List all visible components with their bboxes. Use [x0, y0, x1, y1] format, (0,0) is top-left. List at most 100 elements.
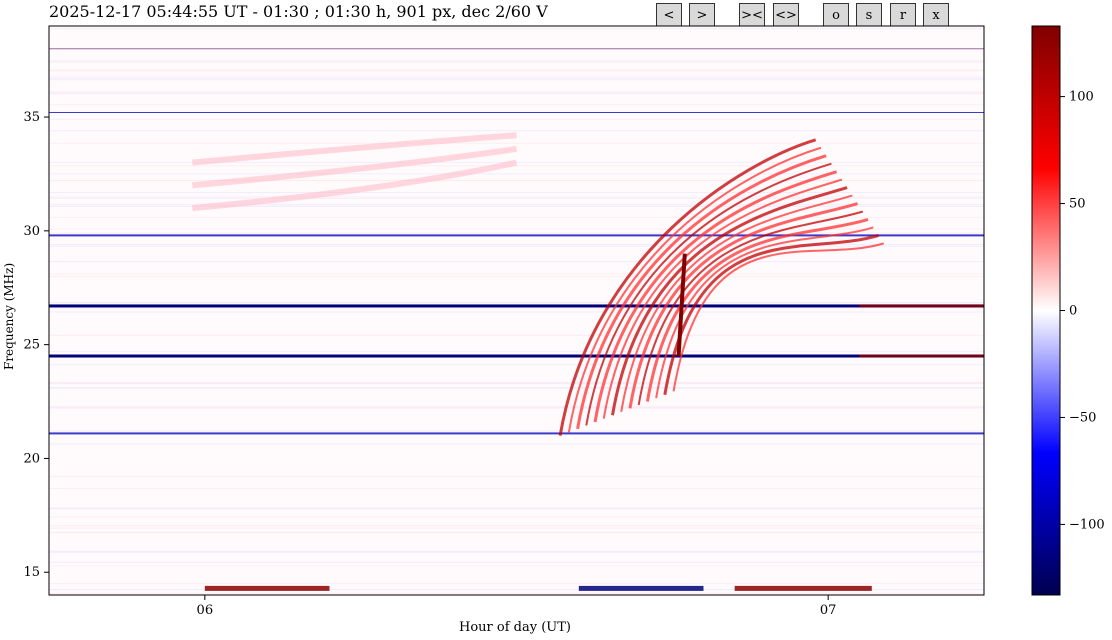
noise-line: [49, 593, 984, 595]
noise-line: [49, 589, 984, 591]
faint-drift: [192, 132, 517, 166]
noise-line: [49, 180, 984, 182]
noise-line: [49, 516, 984, 518]
y-tick-label: 20: [23, 451, 40, 466]
colorbar-tick-label: 100: [1069, 90, 1094, 105]
burst-stripe: [602, 178, 843, 419]
interference-line: [49, 354, 984, 358]
noise-line: [49, 407, 984, 409]
noise-line: [49, 532, 984, 534]
noise-line: [49, 261, 984, 263]
noise-line: [49, 276, 984, 278]
noise-line: [49, 351, 984, 353]
noise-line: [49, 311, 984, 313]
noise-line: [49, 383, 984, 385]
faint-drift: [192, 145, 517, 189]
noise-line: [49, 244, 984, 246]
noise-line: [49, 507, 984, 509]
noise-line: [49, 382, 984, 384]
interference-line-red: [859, 304, 984, 308]
noise-line: [49, 161, 984, 163]
colorbar-tick-label: −50: [1069, 410, 1096, 425]
noise-line: [49, 60, 984, 62]
noise-line: [49, 232, 984, 234]
colorbar-axis: 100 50 0 −50 −100: [1060, 90, 1105, 532]
burst-core: [676, 253, 687, 357]
noise-line: [49, 197, 984, 199]
bottom-patch: [734, 585, 872, 591]
noise-line: [49, 142, 984, 144]
burst-stripe: [628, 202, 859, 409]
burst-stripe: [655, 226, 874, 399]
y-tick-label: 35: [23, 110, 40, 125]
r-button[interactable]: r: [890, 3, 916, 28]
noise-line: [49, 196, 984, 198]
chart-title: 2025-12-17 05:44:55 UT - 01:30 ; 01:30 h…: [49, 2, 548, 21]
burst-stripe: [645, 218, 869, 402]
noise-line: [49, 103, 984, 105]
noise-line: [49, 192, 984, 194]
plot-frame: [48, 25, 985, 596]
burst-stripe: [620, 194, 853, 412]
noise-line: [49, 561, 984, 563]
interference-line: [49, 48, 984, 50]
noise-line: [49, 476, 984, 478]
interference-line: [49, 432, 984, 435]
interference-line: [49, 234, 984, 237]
x-axis: 06 07: [197, 595, 837, 618]
burst-stripe: [593, 170, 838, 423]
noise-line: [49, 205, 984, 207]
noise-line: [49, 216, 984, 218]
burst-stripe: [611, 186, 848, 416]
colorbar-tick-label: −100: [1069, 517, 1105, 532]
burst-stripe: [576, 154, 827, 430]
noise-line: [49, 69, 984, 71]
noise-line: [49, 550, 984, 552]
noise-line: [49, 443, 984, 445]
colorbar: [1031, 25, 1061, 596]
zoom-in-button[interactable]: ><: [739, 3, 765, 28]
noise-line: [49, 273, 984, 275]
zoom-out-button[interactable]: <>: [773, 3, 799, 28]
x-tick-label: 07: [820, 603, 837, 618]
noise-line: [49, 173, 984, 175]
noise-line: [49, 203, 984, 205]
interference-line: [49, 304, 984, 308]
noise-line: [49, 565, 984, 567]
noise-line: [49, 334, 984, 336]
noise-line: [49, 245, 984, 247]
noise-line: [49, 551, 984, 553]
burst-stripe: [558, 138, 817, 436]
o-button[interactable]: o: [823, 3, 849, 28]
noise-line: [49, 307, 984, 309]
noise-line: [49, 387, 984, 389]
y-axis-label: Frequency (MHz): [2, 262, 16, 370]
y-tick-label: 25: [23, 338, 40, 353]
burst-stripe: [567, 146, 822, 433]
noise-line: [49, 430, 984, 432]
noise-line: [49, 406, 984, 408]
noise-line: [49, 387, 984, 389]
noise-line: [49, 405, 984, 407]
noise-line: [49, 228, 984, 230]
noise-line: [49, 508, 984, 510]
y-axis: 15 20 25 30 35: [23, 110, 49, 580]
noise-line: [49, 302, 984, 304]
noise-line: [49, 76, 984, 78]
colorbar-tick-label: 0: [1069, 304, 1077, 319]
bottom-patch: [578, 585, 704, 591]
s-button[interactable]: s: [856, 3, 882, 28]
noise-line: [49, 28, 984, 30]
y-tick-label: 15: [23, 565, 40, 580]
noise-line: [49, 364, 984, 366]
noise-line: [49, 93, 984, 95]
colorbar-tick-label: 50: [1069, 197, 1086, 212]
burst-stripe: [672, 242, 885, 392]
noise-line: [49, 77, 984, 79]
x-tick-label: 06: [197, 603, 214, 618]
heatmap-layer: [49, 28, 984, 595]
noise-line: [49, 91, 984, 93]
burst-stripe: [637, 210, 864, 406]
noise-line: [49, 130, 984, 132]
